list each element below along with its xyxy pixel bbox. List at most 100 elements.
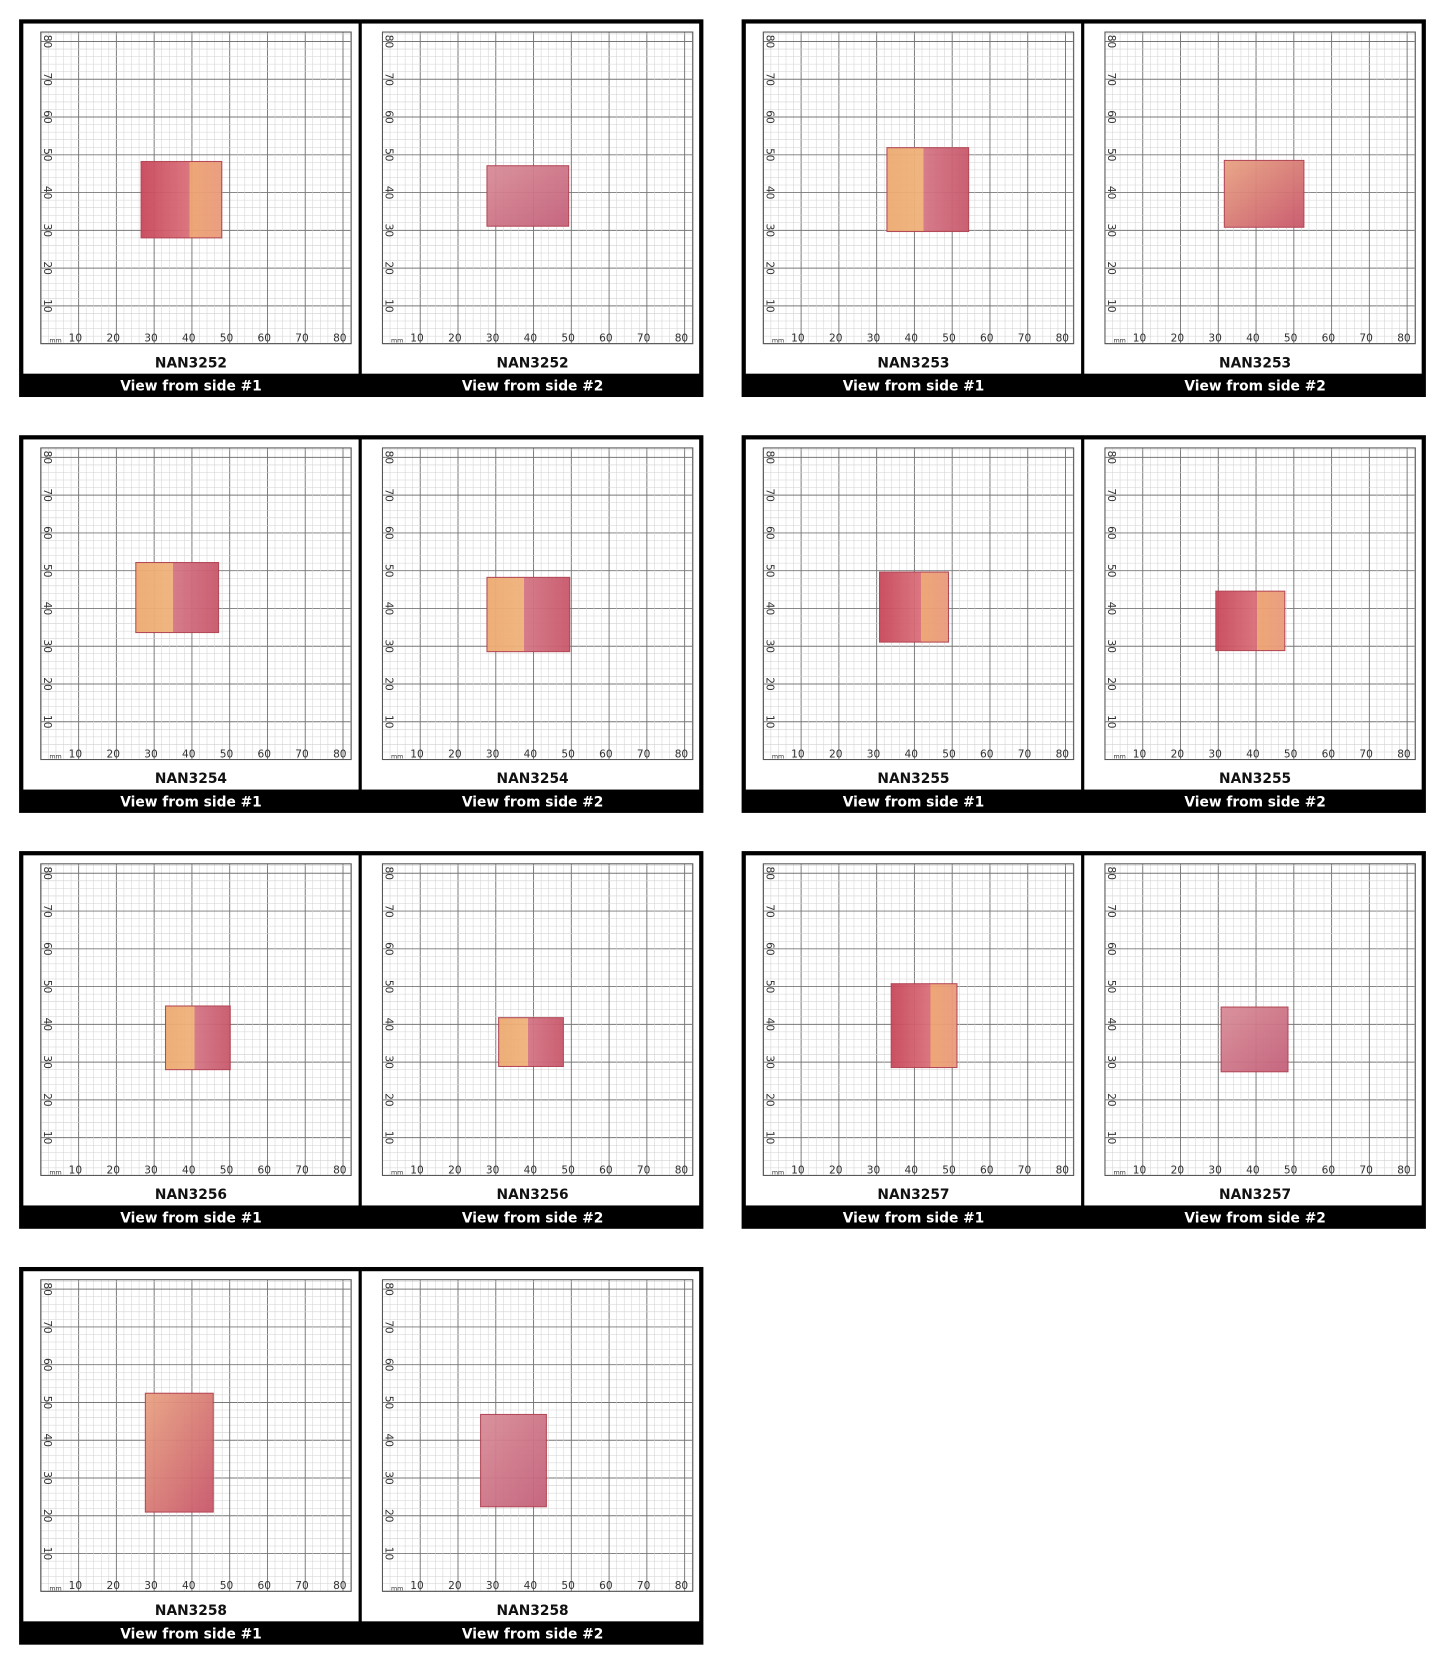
x-scale-label: 10 bbox=[410, 1580, 424, 1592]
x-scale-label: 30 bbox=[486, 1164, 500, 1176]
x-scale-label: 70 bbox=[1018, 748, 1032, 760]
x-scale-label: 60 bbox=[258, 1580, 272, 1592]
y-scale-label: 70 bbox=[383, 1320, 395, 1334]
x-scale-label: 30 bbox=[144, 748, 158, 760]
y-scale-label: 70 bbox=[383, 73, 395, 87]
gem-photo bbox=[890, 983, 958, 1069]
y-scale-label: 60 bbox=[383, 1358, 395, 1372]
product-code: NAN3257 bbox=[1219, 1187, 1291, 1203]
y-scale-label: 40 bbox=[764, 602, 776, 616]
x-scale-label: 80 bbox=[1056, 1164, 1070, 1176]
y-scale-label: 70 bbox=[383, 488, 395, 502]
y-scale-label: 30 bbox=[1105, 224, 1117, 238]
y-scale-label: 50 bbox=[383, 564, 395, 578]
y-scale-label: 20 bbox=[764, 261, 776, 275]
y-scale-label: 80 bbox=[383, 451, 395, 465]
unit-label: mm bbox=[49, 1169, 61, 1176]
y-scale-label: 20 bbox=[41, 261, 53, 275]
x-scale-label: 10 bbox=[791, 1164, 805, 1176]
y-scale-label: 70 bbox=[383, 904, 395, 918]
gem-photo bbox=[480, 1413, 547, 1508]
y-scale-label: 30 bbox=[41, 1471, 53, 1485]
y-scale-label: 60 bbox=[764, 942, 776, 956]
unit-label: mm bbox=[1113, 753, 1125, 760]
x-scale-label: 70 bbox=[295, 748, 309, 760]
y-scale-label: 10 bbox=[41, 299, 53, 313]
x-scale-label: 80 bbox=[333, 1164, 347, 1176]
y-scale-label: 70 bbox=[1105, 488, 1117, 502]
x-scale-label: 70 bbox=[637, 1580, 651, 1592]
x-scale-label: 10 bbox=[69, 1164, 83, 1176]
x-scale-label: 20 bbox=[448, 748, 462, 760]
x-scale-label: 40 bbox=[182, 333, 196, 345]
y-scale-label: 60 bbox=[41, 110, 53, 124]
y-scale-label: 50 bbox=[383, 1396, 395, 1410]
view-caption: View from side #2 bbox=[462, 1626, 604, 1642]
y-scale-label: 80 bbox=[764, 35, 776, 49]
y-scale-label: 70 bbox=[1105, 904, 1117, 918]
y-scale-label: 70 bbox=[41, 73, 53, 87]
y-scale-label: 20 bbox=[41, 1093, 53, 1107]
view: mm 10 20 30 40 50 60 70 80 80 70 60 50 40 30 20 10 NAN325… bbox=[762, 863, 1075, 1226]
y-scale-label: 70 bbox=[764, 488, 776, 502]
product-code: NAN3258 bbox=[497, 1603, 569, 1619]
x-scale-label: 10 bbox=[791, 333, 805, 345]
y-scale-label: 80 bbox=[41, 867, 53, 881]
y-scale-label: 80 bbox=[383, 1282, 395, 1296]
unit-label: mm bbox=[1113, 338, 1125, 345]
y-scale-label: 50 bbox=[1105, 564, 1117, 578]
y-scale-label: 60 bbox=[41, 526, 53, 540]
x-scale-label: 70 bbox=[295, 333, 309, 345]
unit-label: mm bbox=[772, 338, 784, 345]
grid-border bbox=[762, 863, 1075, 1176]
x-scale-label: 80 bbox=[675, 333, 689, 345]
product-panel: mm 10 20 30 40 50 60 70 80 80 70 60 50 40 30 20 10 NAN325… bbox=[741, 19, 1426, 398]
y-scale-label: 40 bbox=[41, 602, 53, 616]
y-scale-label: 40 bbox=[764, 186, 776, 200]
gem-photo bbox=[1220, 1006, 1289, 1073]
product-panel: mm 10 20 30 40 50 60 70 80 80 70 60 50 40 30 20 10 NAN325… bbox=[19, 1266, 704, 1645]
y-scale-label: 50 bbox=[383, 148, 395, 162]
y-scale-label: 40 bbox=[764, 1018, 776, 1032]
view: mm 10 20 30 40 50 60 70 80 80 70 60 50 40 30 20 10 NAN325… bbox=[1104, 31, 1416, 395]
x-scale-label: 70 bbox=[637, 1164, 651, 1176]
unit-label: mm bbox=[391, 338, 403, 345]
y-scale-label: 60 bbox=[764, 110, 776, 124]
view-caption: View from side #1 bbox=[843, 795, 985, 811]
x-scale-label: 60 bbox=[258, 748, 272, 760]
gem-photo bbox=[1223, 159, 1305, 228]
y-scale-label: 10 bbox=[383, 299, 395, 313]
x-scale-label: 60 bbox=[599, 1580, 613, 1592]
view: mm 10 20 30 40 50 60 70 80 80 70 60 50 40 30 20 10 NAN325… bbox=[40, 31, 352, 395]
y-scale-label: 10 bbox=[41, 715, 53, 729]
x-scale-label: 40 bbox=[182, 1580, 196, 1592]
y-scale-label: 10 bbox=[41, 1131, 53, 1145]
y-scale-label: 10 bbox=[764, 1131, 776, 1145]
y-scale-label: 20 bbox=[383, 261, 395, 275]
grid-border bbox=[762, 31, 1075, 345]
x-scale-label: 70 bbox=[637, 333, 651, 345]
view-caption: View from side #2 bbox=[462, 795, 604, 811]
product-code: NAN3253 bbox=[1219, 355, 1291, 371]
x-scale-label: 60 bbox=[980, 1164, 994, 1176]
y-scale-label: 20 bbox=[1105, 677, 1117, 691]
view: mm 10 20 30 40 50 60 70 80 80 70 60 50 40 30 20 10 NAN325… bbox=[381, 31, 694, 395]
x-scale-label: 20 bbox=[829, 748, 843, 760]
gem-photo bbox=[486, 165, 570, 227]
x-scale-label: 10 bbox=[791, 748, 805, 760]
y-scale-label: 20 bbox=[764, 1093, 776, 1107]
view-caption: View from side #1 bbox=[843, 1210, 985, 1226]
x-scale-label: 60 bbox=[1322, 1164, 1336, 1176]
y-scale-label: 30 bbox=[764, 639, 776, 653]
gem-photo bbox=[135, 561, 220, 634]
x-scale-label: 10 bbox=[410, 1164, 424, 1176]
unit-label: mm bbox=[772, 1169, 784, 1176]
x-scale-label: 60 bbox=[1322, 748, 1336, 760]
x-scale-label: 60 bbox=[258, 1164, 272, 1176]
y-scale-label: 60 bbox=[383, 942, 395, 956]
x-scale-label: 80 bbox=[333, 1580, 347, 1592]
view: mm 10 20 30 40 50 60 70 80 80 70 60 50 40 30 20 10 NAN325… bbox=[40, 863, 352, 1226]
x-scale-label: 10 bbox=[410, 333, 424, 345]
y-scale-label: 40 bbox=[41, 1018, 53, 1032]
